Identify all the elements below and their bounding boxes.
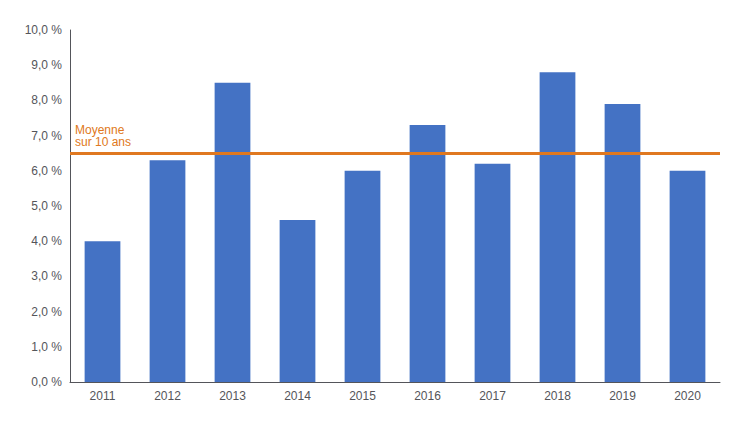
svg-text:sur 10 ans: sur 10 ans (75, 135, 131, 149)
svg-text:5,0 %: 5,0 % (31, 199, 62, 213)
svg-text:3,0 %: 3,0 % (31, 269, 62, 283)
svg-text:Moyenne: Moyenne (75, 123, 125, 138)
svg-text:2014: 2014 (284, 389, 311, 403)
svg-text:2017: 2017 (479, 389, 506, 403)
svg-text:2012: 2012 (154, 389, 181, 403)
svg-text:2019: 2019 (609, 389, 636, 403)
svg-text:2013: 2013 (219, 389, 246, 403)
svg-text:0,0 %: 0,0 % (31, 375, 62, 389)
svg-text:2011: 2011 (90, 389, 116, 403)
svg-text:9,0 %: 9,0 % (31, 58, 62, 72)
svg-text:2,0 %: 2,0 % (31, 305, 62, 319)
svg-text:2015: 2015 (349, 389, 376, 403)
svg-text:6,0 %: 6,0 % (31, 164, 62, 178)
svg-text:2018: 2018 (544, 389, 571, 403)
svg-text:10,0 %: 10,0 % (25, 23, 63, 37)
svg-text:1,0 %: 1,0 % (31, 340, 62, 354)
svg-text:2020: 2020 (674, 389, 701, 403)
svg-text:7,0 %: 7,0 % (31, 129, 62, 143)
svg-text:4,0 %: 4,0 % (31, 234, 62, 248)
svg-text:8,0 %: 8,0 % (31, 93, 62, 107)
svg-text:2016: 2016 (414, 389, 441, 403)
